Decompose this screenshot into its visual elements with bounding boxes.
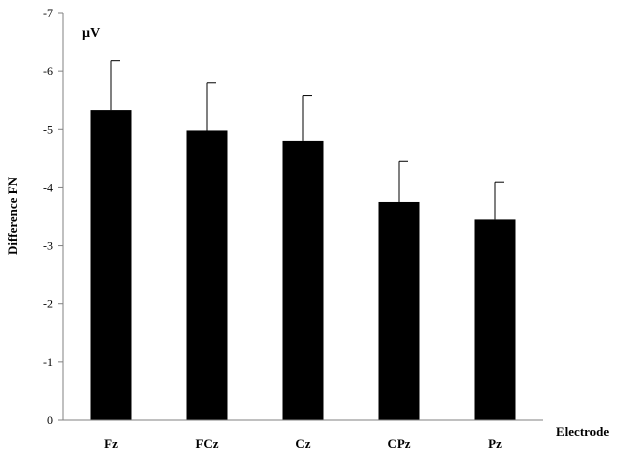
bar-fz [90, 110, 132, 420]
x-tick-label: CPz [387, 436, 410, 451]
y-tick-label: -2 [43, 297, 53, 311]
error-bar-pz [494, 181, 504, 220]
y-tick-label: -3 [43, 239, 53, 253]
x-axis-labels: Fz FCz Cz CPz Pz [104, 436, 502, 451]
bar-fcz [186, 130, 228, 420]
x-axis-title: Electrode [556, 424, 609, 439]
error-bar-cz [302, 95, 312, 141]
y-tick-label: -5 [43, 122, 53, 136]
y-tick-label: -7 [43, 6, 53, 20]
y-axis-ticks: 0 -1 -2 -3 -4 -5 -6 -7 [43, 6, 63, 427]
x-tick-label: Fz [104, 436, 118, 451]
error-bar-fz [110, 60, 120, 111]
y-tick-label: -1 [43, 355, 53, 369]
bar-cpz [378, 201, 420, 420]
x-tick-label: Pz [488, 436, 502, 451]
unit-label: µV [82, 26, 100, 41]
error-bars [110, 60, 504, 220]
x-tick-label: FCz [195, 436, 218, 451]
bar-cz [282, 140, 324, 420]
x-tick-label: Cz [295, 436, 310, 451]
bars [90, 110, 516, 420]
bar-pz [474, 219, 516, 420]
y-axis-title: Difference FN [5, 176, 20, 255]
error-bar-fcz [206, 82, 216, 131]
y-tick-label: -6 [43, 64, 53, 78]
y-tick-label: 0 [47, 413, 53, 427]
y-tick-label: -4 [43, 180, 53, 194]
error-bar-cpz [398, 160, 408, 202]
